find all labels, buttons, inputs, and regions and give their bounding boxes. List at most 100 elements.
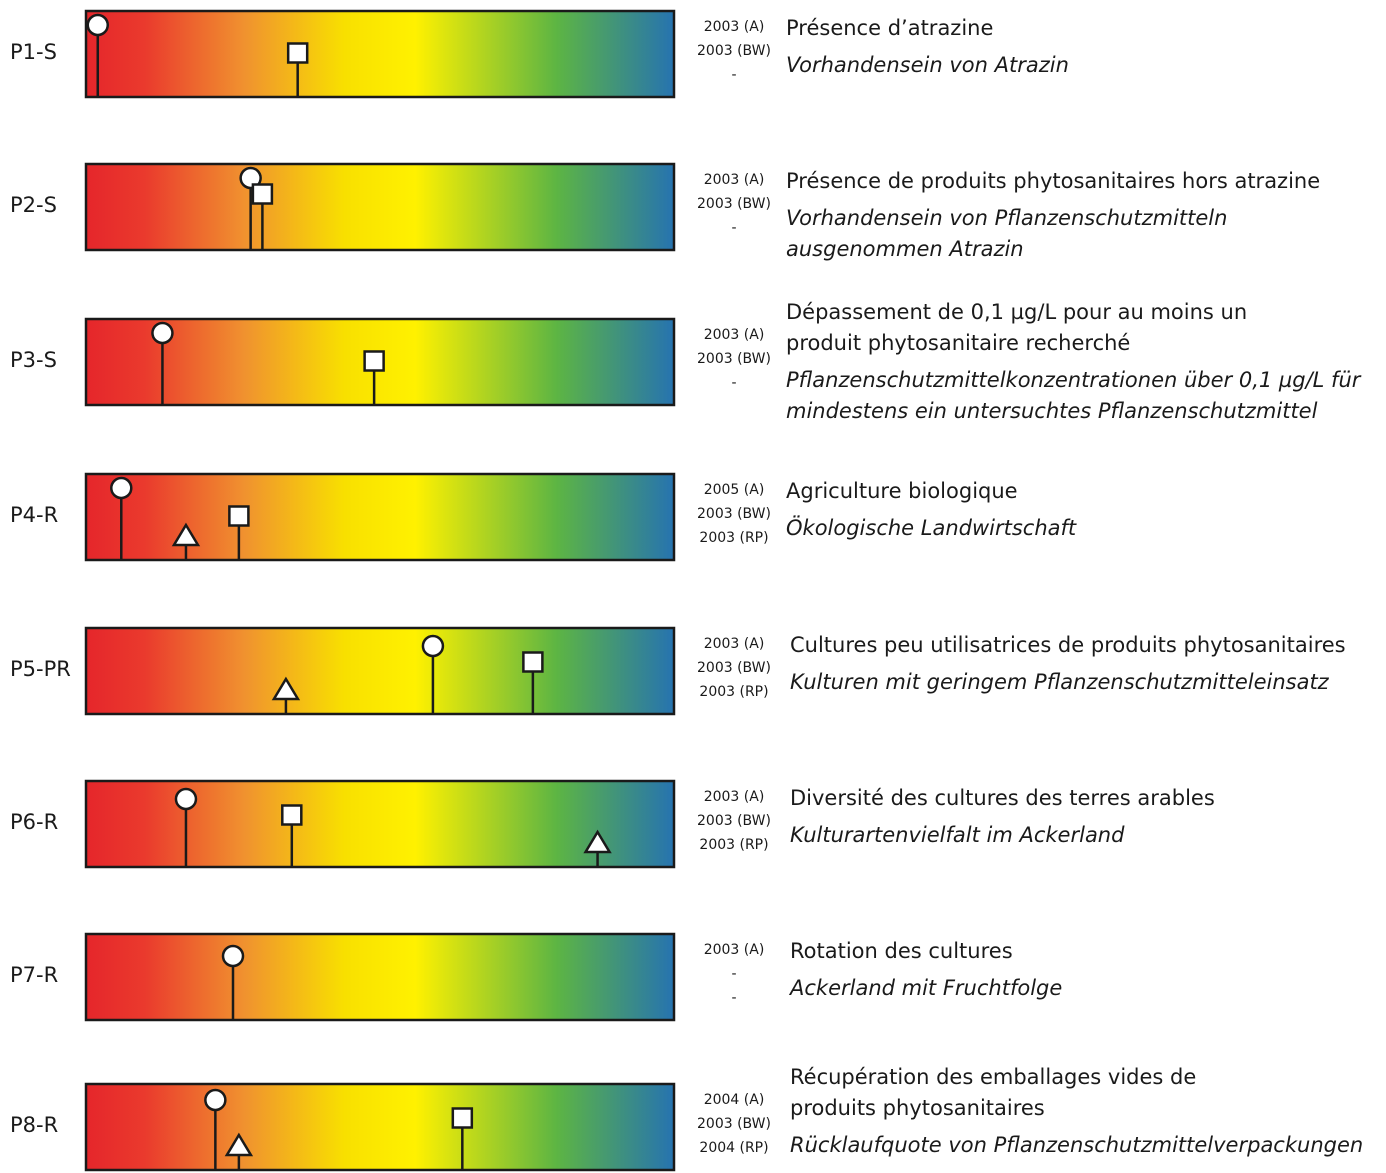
reference-years: 2003 (A) 2003 (BW) 2003 (RP) (692, 785, 776, 857)
indicator-row-p8-r (84, 1082, 676, 1172)
description-fr-line: Dépassement de 0,1 µg/L pour au moins un (786, 300, 1248, 324)
indicator-description-de: Ökologische Landwirtschaft (786, 513, 1076, 544)
square-marker-p2-s (251, 183, 274, 250)
indicator-description-fr: Présence d’atrazine (786, 13, 993, 44)
description-fr-line: Présence de produits phytosanitaires hor… (786, 169, 1321, 193)
indicator-description-fr: Dépassement de 0,1 µg/L pour au moins un… (786, 297, 1247, 359)
reference-year: 2003 (BW) (697, 813, 771, 829)
indicator-row-p6-r (84, 779, 676, 869)
circle-marker-p7-r (221, 944, 245, 1020)
reference-year: - (731, 966, 737, 982)
reference-year: 2003 (BW) (697, 1116, 771, 1132)
description-de-line: ausgenommen Atrazin (786, 237, 1024, 261)
indicator-description-de: Ackerland mit Fruchtfolge (790, 973, 1062, 1004)
triangle-marker-p8-r (224, 1132, 254, 1170)
square-marker-p6-r (281, 804, 303, 867)
indicator-description-de: Pflanzenschutzmittelkonzentrationen über… (786, 365, 1360, 427)
indicator-description-de: Kulturartenvielfalt im Ackerland (790, 820, 1124, 851)
circle-marker-p6-r (174, 787, 198, 867)
reference-years: 2003 (A) 2003 (BW) - (692, 15, 776, 87)
description-de-line: Ackerland mit Fruchtfolge (790, 976, 1063, 1000)
description-de-line: Pflanzenschutzmittelkonzentrationen über… (786, 368, 1361, 392)
reference-year: 2005 (A) (703, 482, 765, 498)
circle-marker-p1-s (86, 13, 110, 97)
reference-year: 2003 (BW) (697, 43, 771, 59)
indicator-row-p1-s (84, 9, 676, 99)
description-de-line: mindestens ein untersuchtes Pflanzenschu… (786, 399, 1318, 423)
reference-year: 2003 (BW) (697, 351, 771, 367)
reference-years: 2003 (A) - - (692, 938, 776, 1010)
description-de-line: Ökologische Landwirtschaft (786, 516, 1077, 540)
triangle-marker-p6-r (583, 829, 612, 867)
description-de-line: Kulturen mit geringem Pflanzenschutzmitt… (790, 670, 1329, 694)
reference-year: 2003 (BW) (697, 660, 771, 676)
indicator-description-fr: Agriculture biologique (786, 476, 1018, 507)
reference-years: 2004 (A) 2003 (BW) 2004 (RP) (692, 1088, 776, 1160)
reference-years: 2003 (A) 2003 (BW) 2003 (RP) (692, 632, 776, 704)
description-fr-line: Rotation des cultures (790, 939, 1013, 963)
reference-year: 2004 (A) (703, 1092, 765, 1108)
reference-year: 2003 (RP) (699, 530, 769, 546)
indicator-description-fr: Rotation des cultures (790, 936, 1013, 967)
indicator-description-fr: Cultures peu utilisatrices de produits p… (790, 630, 1346, 661)
description-fr-line: produit phytosanitaire recherché (786, 331, 1131, 355)
description-fr-line: Récupération des emballages vides de (790, 1065, 1197, 1089)
scale-bar (84, 1082, 676, 1172)
reference-year: 2003 (A) (703, 172, 765, 188)
scale-bar (84, 472, 676, 562)
square-marker-p8-r (451, 1107, 474, 1170)
indicator-row-p7-r (84, 932, 676, 1022)
indicator-row-p4-r (84, 472, 676, 562)
reference-years: 2003 (A) 2003 (BW) - (692, 168, 776, 240)
description-de-line: Vorhandensein von Atrazin (786, 53, 1069, 77)
triangle-marker-p5-pr (271, 676, 301, 714)
circle-marker-p5-pr (421, 634, 445, 714)
reference-years: 2003 (A) 2003 (BW) - (692, 323, 776, 395)
indicator-id-label: P3-S (10, 348, 57, 372)
indicator-id-label: P4-R (10, 503, 59, 527)
indicator-row-p2-s (84, 162, 676, 252)
indicator-description-fr: Présence de produits phytosanitaires hor… (786, 166, 1320, 197)
reference-year: - (731, 375, 737, 391)
indicator-id-label: P7-R (10, 963, 59, 987)
reference-year: 2004 (RP) (699, 1140, 769, 1156)
indicator-row-p3-s (84, 317, 676, 407)
description-fr-line: Présence d’atrazine (786, 16, 994, 40)
reference-year: 2003 (BW) (697, 196, 771, 212)
indicator-description-de: Kulturen mit geringem Pflanzenschutzmitt… (790, 667, 1329, 698)
description-fr-line: Agriculture biologique (786, 479, 1018, 503)
description-fr-line: Diversité des cultures des terres arable… (790, 786, 1215, 810)
square-marker-p3-s (363, 350, 385, 405)
scale-bar (84, 9, 676, 99)
reference-year: 2003 (A) (703, 789, 765, 805)
reference-year: 2003 (A) (703, 327, 765, 343)
scale-bar (84, 932, 676, 1022)
indicator-id-label: P2-S (10, 193, 57, 217)
indicator-id-label: P8-R (10, 1113, 59, 1137)
reference-year: 2003 (A) (703, 942, 765, 958)
reference-year: - (731, 67, 737, 83)
reference-year: - (731, 990, 737, 1006)
indicator-id-label: P6-R (10, 810, 59, 834)
description-fr-line: Cultures peu utilisatrices de produits p… (790, 633, 1346, 657)
indicator-description-fr: Récupération des emballages vides de prod… (790, 1062, 1196, 1124)
triangle-marker-p4-r (171, 522, 201, 560)
square-marker-p5-pr (522, 651, 544, 714)
indicator-description-de: Vorhandensein von Pflanzenschutzmitteln a… (786, 203, 1227, 265)
circle-marker-p3-s (151, 321, 174, 405)
scale-bar (84, 162, 676, 252)
scale-bar (84, 626, 676, 716)
reference-year: 2003 (A) (703, 19, 765, 35)
description-de-line: Rücklaufquote von Pflanzenschutzmittelve… (790, 1133, 1364, 1157)
scale-bar (84, 779, 676, 869)
circle-marker-p2-s (239, 166, 262, 250)
circle-marker-p4-r (110, 476, 133, 560)
reference-year: 2003 (A) (703, 636, 765, 652)
circle-marker-p8-r (204, 1088, 227, 1170)
reference-year: 2003 (BW) (697, 506, 771, 522)
description-de-line: Vorhandensein von Pflanzenschutzmitteln (786, 206, 1228, 230)
square-marker-p4-r (228, 505, 250, 560)
reference-years: 2005 (A) 2003 (BW) 2003 (RP) (692, 478, 776, 550)
indicator-id-label: P5-PR (10, 657, 71, 681)
